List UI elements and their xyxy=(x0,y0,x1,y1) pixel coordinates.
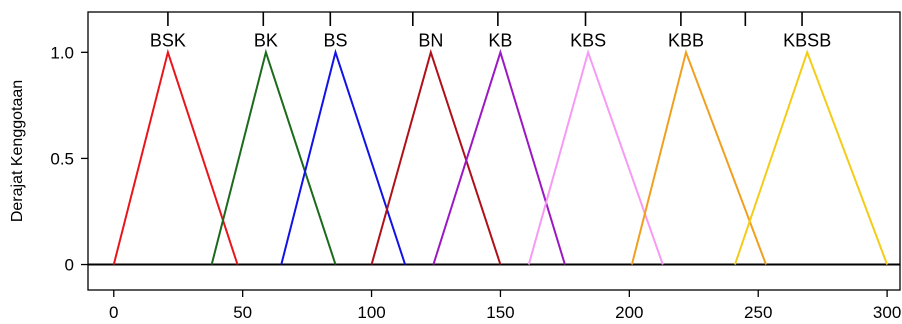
series-line-kbs xyxy=(527,48,664,265)
y-axis-title: Derajat Kenggotaan xyxy=(9,80,26,222)
y-tick-label: 1.0 xyxy=(50,43,74,62)
series-label-kb: KB xyxy=(488,30,512,50)
series-line-bk xyxy=(210,48,337,265)
series-line-bs xyxy=(280,48,407,265)
series-label-kbsb: KBSB xyxy=(783,30,831,50)
plot-frame xyxy=(87,11,901,291)
series-label-kbs: KBS xyxy=(570,30,606,50)
x-tick-label: 150 xyxy=(486,303,514,322)
series-label-bsk: BSK xyxy=(150,30,186,50)
series-line-kbb xyxy=(630,48,767,265)
x-tick-label: 300 xyxy=(873,303,901,322)
y-tick-label: 0.5 xyxy=(50,149,74,168)
x-tick-label: 100 xyxy=(357,303,385,322)
series-line-kb xyxy=(432,48,566,265)
series-label-bs: BS xyxy=(323,30,347,50)
x-tick-label: 0 xyxy=(109,303,118,322)
plot-area: 0 50 100 150 200 250 300 0 0.5 1.0 Derajat Kenggot… xyxy=(9,11,901,322)
x-tick-label: 250 xyxy=(744,303,772,322)
series-label-kbb: KBB xyxy=(668,30,704,50)
series-line-kbsb xyxy=(734,49,889,265)
series-line-bsk xyxy=(112,48,239,265)
series-label-bk: BK xyxy=(254,30,278,50)
x-tick-label: 200 xyxy=(615,303,643,322)
series-label-bn: BN xyxy=(418,30,443,50)
y-tick-label: 0 xyxy=(65,256,74,275)
x-tick-label: 50 xyxy=(233,303,252,322)
series-line-bn xyxy=(370,48,502,265)
